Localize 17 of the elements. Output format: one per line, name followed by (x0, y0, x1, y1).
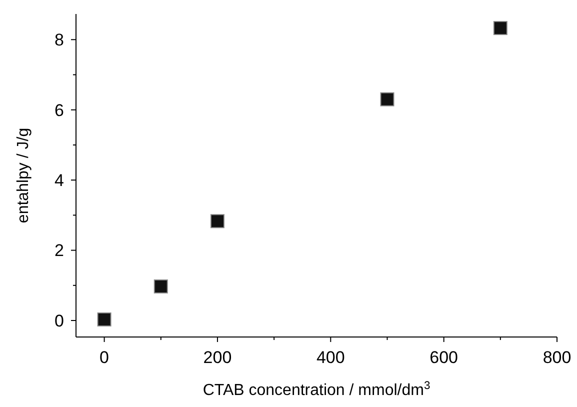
x-tick-label: 200 (203, 348, 232, 367)
point (493, 21, 508, 36)
y-tick-label: 8 (54, 30, 64, 50)
point (154, 279, 168, 294)
y-tick-label: 0 (54, 311, 64, 330)
x-tick-label: 800 (542, 348, 572, 367)
y-tick-label: 6 (54, 100, 64, 120)
y-axis-title: entahlpy / J/g (15, 128, 32, 224)
point (380, 92, 394, 106)
x-axis-title: CTAB concentration / mmol/dm$^{3}$ (202, 380, 430, 399)
point (210, 214, 224, 228)
x-tick-label: 600 (430, 348, 458, 367)
y-tick-label: 2 (54, 241, 64, 260)
point (97, 312, 112, 326)
y-tick-label: 4 (54, 171, 64, 190)
x-tick-label: 400 (316, 348, 345, 367)
x-tick-label: 0 (100, 348, 110, 367)
